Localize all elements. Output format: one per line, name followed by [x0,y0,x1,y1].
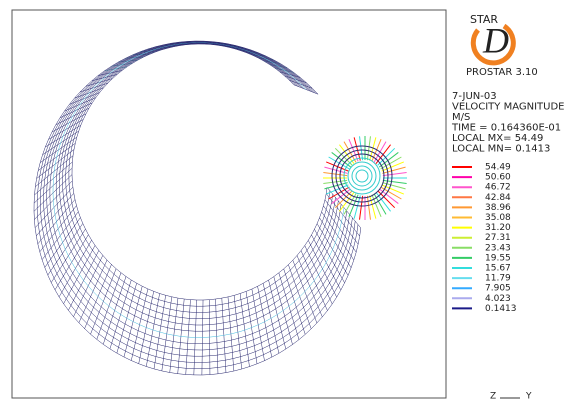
legend-label: 42.84 [485,193,511,203]
legend-label: 50.60 [485,173,511,183]
screen: STAR D PROSTAR 3.10 7-JUN-03VELOCITY MAG… [0,0,574,404]
legend-label: 38.96 [485,203,511,213]
legend-label: 4.023 [485,294,511,304]
legend-label: 15.67 [485,264,511,274]
logo-letter: D [482,20,509,60]
viewport-frame [12,10,446,398]
legend-label: 31.20 [485,223,511,233]
legend-label: 46.72 [485,183,511,193]
info-line: M/S [452,112,470,123]
axis-y: Y [525,392,532,402]
info-line: VELOCITY MAGNITUDE [452,102,565,113]
logo-product: PROSTAR 3.10 [466,67,538,78]
info-line: 7-JUN-03 [452,91,497,102]
legend-label: 23.43 [485,243,511,253]
legend-label: 54.49 [485,163,511,173]
axis-z: Z [490,392,496,402]
info-line: LOCAL MN= 0.1413 [452,144,550,155]
legend-label: 7.905 [485,284,511,294]
legend: 54.4950.6046.7242.8438.9635.0831.2027.31… [452,163,517,314]
legend-label: 0.1413 [485,304,517,314]
legend-label: 19.55 [485,253,511,263]
legend-label: 35.08 [485,213,511,223]
info-line: TIME = 0.164360E-01 [451,123,561,134]
info-line: LOCAL MX= 54.49 [452,133,543,144]
legend-label: 11.79 [485,274,511,284]
legend-label: 27.31 [485,233,511,243]
